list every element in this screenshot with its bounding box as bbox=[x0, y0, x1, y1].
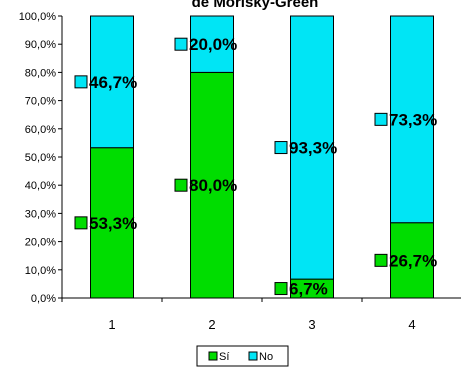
y-tick-label: 70,0% bbox=[25, 96, 56, 108]
bar-no bbox=[90, 15, 134, 149]
plot-area: 0,0% 10,0% 20,0% 30,0% 40,0% 50,0% 60,0% 70,0% 8… bbox=[19, 11, 461, 332]
legend-entry: Sí bbox=[219, 351, 229, 363]
x-tick-label: 1 bbox=[108, 317, 115, 332]
data-label-marker bbox=[174, 178, 188, 192]
data-label-marker bbox=[74, 75, 88, 89]
data-label-marker bbox=[74, 216, 88, 230]
data-label: 20,0% bbox=[189, 35, 237, 54]
y-tick-label: 60,0% bbox=[25, 124, 56, 136]
data-label: 6,7% bbox=[289, 280, 328, 299]
data-label: 80,0% bbox=[189, 176, 237, 195]
data-label: 73,3% bbox=[389, 110, 437, 129]
data-label-marker bbox=[274, 141, 288, 155]
x-tick-label: 2 bbox=[208, 317, 215, 332]
y-tick-label: 50,0% bbox=[25, 152, 56, 164]
y-tick-label: 90,0% bbox=[25, 39, 56, 51]
data-label: 53,3% bbox=[89, 214, 137, 233]
legend: Sí No bbox=[196, 345, 289, 367]
bar-si bbox=[390, 222, 434, 299]
y-tick-label: 20,0% bbox=[25, 237, 56, 249]
bar-no bbox=[390, 15, 434, 224]
data-label-marker bbox=[274, 282, 288, 296]
y-tick-label: 10,0% bbox=[25, 265, 56, 277]
data-label-marker bbox=[374, 253, 388, 267]
y-tick-label: 30,0% bbox=[25, 208, 56, 220]
bar-no bbox=[190, 15, 234, 73]
data-label: 26,7% bbox=[389, 251, 437, 270]
x-tick-label: 3 bbox=[308, 317, 315, 332]
bar-no bbox=[290, 15, 334, 280]
y-tick-label: 0,0% bbox=[31, 293, 56, 305]
chart-title: de Morisky-Green bbox=[192, 0, 319, 11]
legend-swatch bbox=[248, 351, 258, 361]
y-tick-label: 100,0% bbox=[19, 11, 57, 23]
data-label: 93,3% bbox=[289, 139, 337, 158]
bar-si bbox=[90, 147, 134, 299]
data-label: 46,7% bbox=[89, 73, 137, 92]
data-label-marker bbox=[374, 112, 388, 126]
legend-swatch bbox=[208, 351, 218, 361]
legend-entry: No bbox=[259, 351, 273, 363]
bar-si bbox=[190, 71, 234, 299]
data-label-marker bbox=[174, 37, 188, 51]
y-tick-label: 40,0% bbox=[25, 180, 56, 192]
y-tick-label: 80,0% bbox=[25, 67, 56, 79]
x-tick-label: 4 bbox=[408, 317, 415, 332]
legend-box bbox=[196, 345, 289, 367]
